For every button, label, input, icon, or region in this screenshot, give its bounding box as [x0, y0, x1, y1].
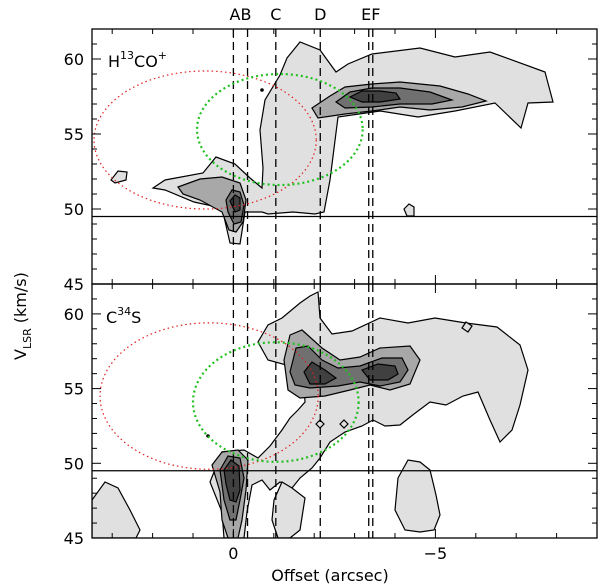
marker-label-ab: AB [230, 5, 252, 24]
contour-region [315, 419, 325, 429]
contour-region [271, 481, 306, 538]
contour-region [348, 90, 402, 103]
contour-region [361, 363, 399, 381]
y-tick-label: 55 [64, 380, 84, 399]
contour-region [461, 321, 473, 333]
x-axis-label: Offset (arcsec) [271, 566, 388, 585]
y-tick-label: 60 [64, 305, 84, 324]
panel-bottom-overlays [92, 284, 597, 538]
red-dotted-ellipse [99, 322, 319, 470]
x-tick-label: 0 [228, 544, 238, 563]
panel-bottom-ticks: 45 50 55 60 [64, 283, 598, 548]
panel-top-contours [110, 41, 554, 245]
y-tick-label: 55 [64, 125, 84, 144]
contour-region [177, 176, 247, 233]
marker-labels: AB C D EF [230, 5, 381, 24]
green-dotted-circle [195, 72, 364, 187]
panel-top: 45 50 55 60 H13CO+ [64, 28, 598, 294]
marker-label-ef: EF [361, 5, 380, 24]
y-tick-label: 45 [64, 529, 84, 548]
panel-top-ticks: 45 50 55 60 [64, 28, 598, 294]
y-tick-label: 50 [64, 454, 84, 473]
panel-top-overlays [92, 29, 597, 284]
marker-label-c: C [270, 5, 281, 24]
panel-bottom-contours [92, 291, 529, 538]
marker-label-d: D [314, 5, 326, 24]
panel-top-molecule-label: H13CO+ [108, 49, 167, 71]
contour-region [303, 361, 338, 385]
contour-region [151, 41, 554, 245]
y-tick-label: 50 [64, 200, 84, 219]
y-axis-label: VLSR (km/s) [11, 272, 34, 360]
panel-bottom-frame [91, 283, 598, 539]
y-tick-label: 60 [64, 50, 84, 69]
contour-region [394, 459, 441, 533]
contour-region [110, 170, 128, 184]
x-tick-label: −5 [424, 544, 448, 563]
contour-region [403, 203, 415, 217]
panel-bottom: 45 50 55 60 C34S [64, 283, 598, 548]
green-dotted-circle [191, 341, 360, 463]
red-dotted-ellipse [93, 70, 317, 210]
contour-region [260, 88, 264, 92]
contour-region [229, 194, 241, 213]
panel-bottom-molecule-label: C34S [106, 305, 141, 327]
x-tick-labels: 0 −5 [228, 544, 447, 563]
contour-region [92, 481, 141, 538]
contour-region [339, 419, 349, 429]
y-tick-label: 45 [64, 275, 84, 294]
